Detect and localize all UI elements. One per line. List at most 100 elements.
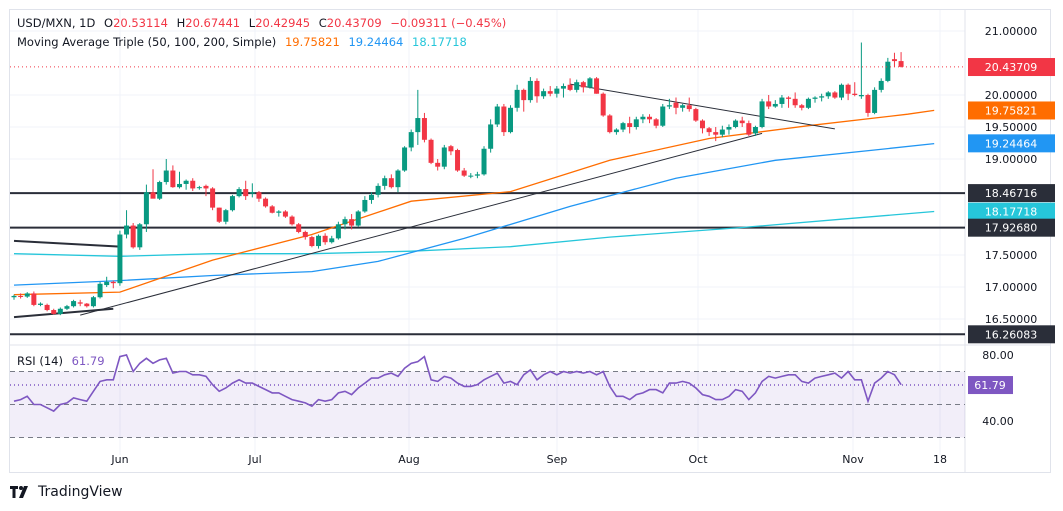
candle — [329, 235, 335, 244]
rsi-legend[interactable]: RSI (14) 61.79 — [17, 354, 110, 368]
candle-body — [441, 147, 447, 167]
candle — [733, 119, 739, 129]
open-value: O20.53114 — [104, 16, 168, 30]
time-axis[interactable]: Jun Jul Aug Sep Oct Nov 18 — [110, 453, 947, 466]
candle — [885, 57, 891, 83]
candle — [51, 308, 57, 315]
candle — [839, 83, 844, 101]
candle-body — [706, 128, 712, 133]
candle — [183, 179, 189, 190]
candle-body — [203, 185, 209, 189]
candle-body — [104, 281, 110, 286]
ma-legend[interactable]: Moving Average Triple (50, 100, 200, Sim… — [17, 35, 472, 49]
candle-body — [594, 78, 600, 94]
candle — [752, 125, 758, 136]
candle-body — [607, 115, 613, 133]
candle-body — [269, 206, 275, 213]
low-value: L20.42945 — [249, 16, 310, 30]
candle-body — [143, 192, 149, 225]
candle-body — [580, 82, 586, 88]
price-tick-label: 17.00000 — [985, 281, 1038, 294]
candle-body — [647, 116, 653, 120]
candle — [256, 191, 262, 202]
candle — [368, 192, 374, 204]
candle — [759, 98, 765, 129]
chart-frame — [9, 9, 1051, 473]
high-value: H20.67441 — [177, 16, 241, 30]
candle-body — [527, 80, 533, 101]
candle — [243, 180, 249, 200]
brand-name: TradingView — [38, 484, 123, 500]
candle — [143, 184, 149, 232]
candle-body — [408, 132, 414, 148]
candle — [408, 129, 414, 152]
candle — [163, 159, 169, 185]
candle — [18, 293, 24, 299]
candle — [858, 42, 864, 99]
candle — [653, 118, 659, 129]
candle — [699, 119, 705, 134]
candle-body — [872, 89, 878, 113]
candle-body — [355, 211, 361, 226]
symbol-legend: USD/MXN, 1D O20.53114 H20.67441 L20.4294… — [17, 16, 511, 30]
candle-body — [898, 61, 904, 67]
candle — [594, 77, 600, 94]
candle — [713, 127, 719, 142]
candle — [898, 52, 904, 68]
tradingview-brand[interactable]: TradingView — [10, 484, 123, 500]
candle-body — [276, 211, 282, 213]
ma200-tag-text: 18.17718 — [985, 206, 1038, 219]
ma100-line — [13, 142, 935, 286]
candle — [527, 77, 533, 103]
price-tick-label: 20.00000 — [985, 89, 1038, 102]
candle — [633, 116, 639, 130]
hline-tag-17-92680: 17.92680 — [968, 218, 1055, 237]
candle-body — [746, 123, 752, 135]
candle — [90, 295, 96, 308]
candle-body — [640, 116, 646, 120]
candle — [613, 128, 619, 135]
candle-body — [627, 123, 633, 127]
rsi-title: RSI (14) — [17, 354, 63, 368]
moving-averages — [13, 109, 935, 296]
candle-body — [587, 78, 593, 88]
candles — [11, 42, 904, 316]
rsi-tick-label: 40.00 — [982, 415, 1014, 428]
candle — [786, 96, 792, 108]
candle — [666, 98, 672, 110]
close-number: 20.43709 — [326, 16, 382, 30]
candle — [455, 148, 461, 172]
candle — [302, 230, 308, 240]
candle — [660, 103, 666, 127]
price-tick-label: 19.00000 — [985, 153, 1038, 166]
candle-body — [560, 86, 566, 89]
candle — [236, 187, 242, 198]
candle-body — [455, 150, 461, 171]
candle-body — [368, 194, 374, 200]
candle-body — [322, 235, 328, 243]
candle — [461, 167, 467, 177]
time-tick-label: 18 — [933, 453, 947, 466]
candle — [24, 292, 30, 298]
candle-body — [296, 224, 302, 232]
price-axis[interactable]: 21.00000 20.00000 19.50000 19.00000 17.50000… — [968, 25, 1055, 428]
ma50-tag-text: 19.75821 — [985, 104, 1038, 117]
candle-body — [819, 96, 825, 98]
candle — [104, 276, 110, 287]
candle — [772, 100, 778, 108]
candle — [322, 233, 328, 245]
candle-body — [885, 61, 891, 81]
ma100-tag: 19.24464 — [968, 134, 1055, 153]
candle-body — [31, 293, 37, 305]
candle-body — [90, 297, 96, 307]
ma200-tag-bg — [968, 202, 1055, 221]
candle-body — [177, 183, 182, 188]
candle — [137, 223, 143, 250]
candle-body — [666, 105, 672, 107]
candle — [382, 175, 388, 190]
candle — [501, 103, 507, 136]
candle-body — [435, 162, 441, 167]
candle — [580, 80, 586, 93]
candle — [739, 116, 745, 127]
